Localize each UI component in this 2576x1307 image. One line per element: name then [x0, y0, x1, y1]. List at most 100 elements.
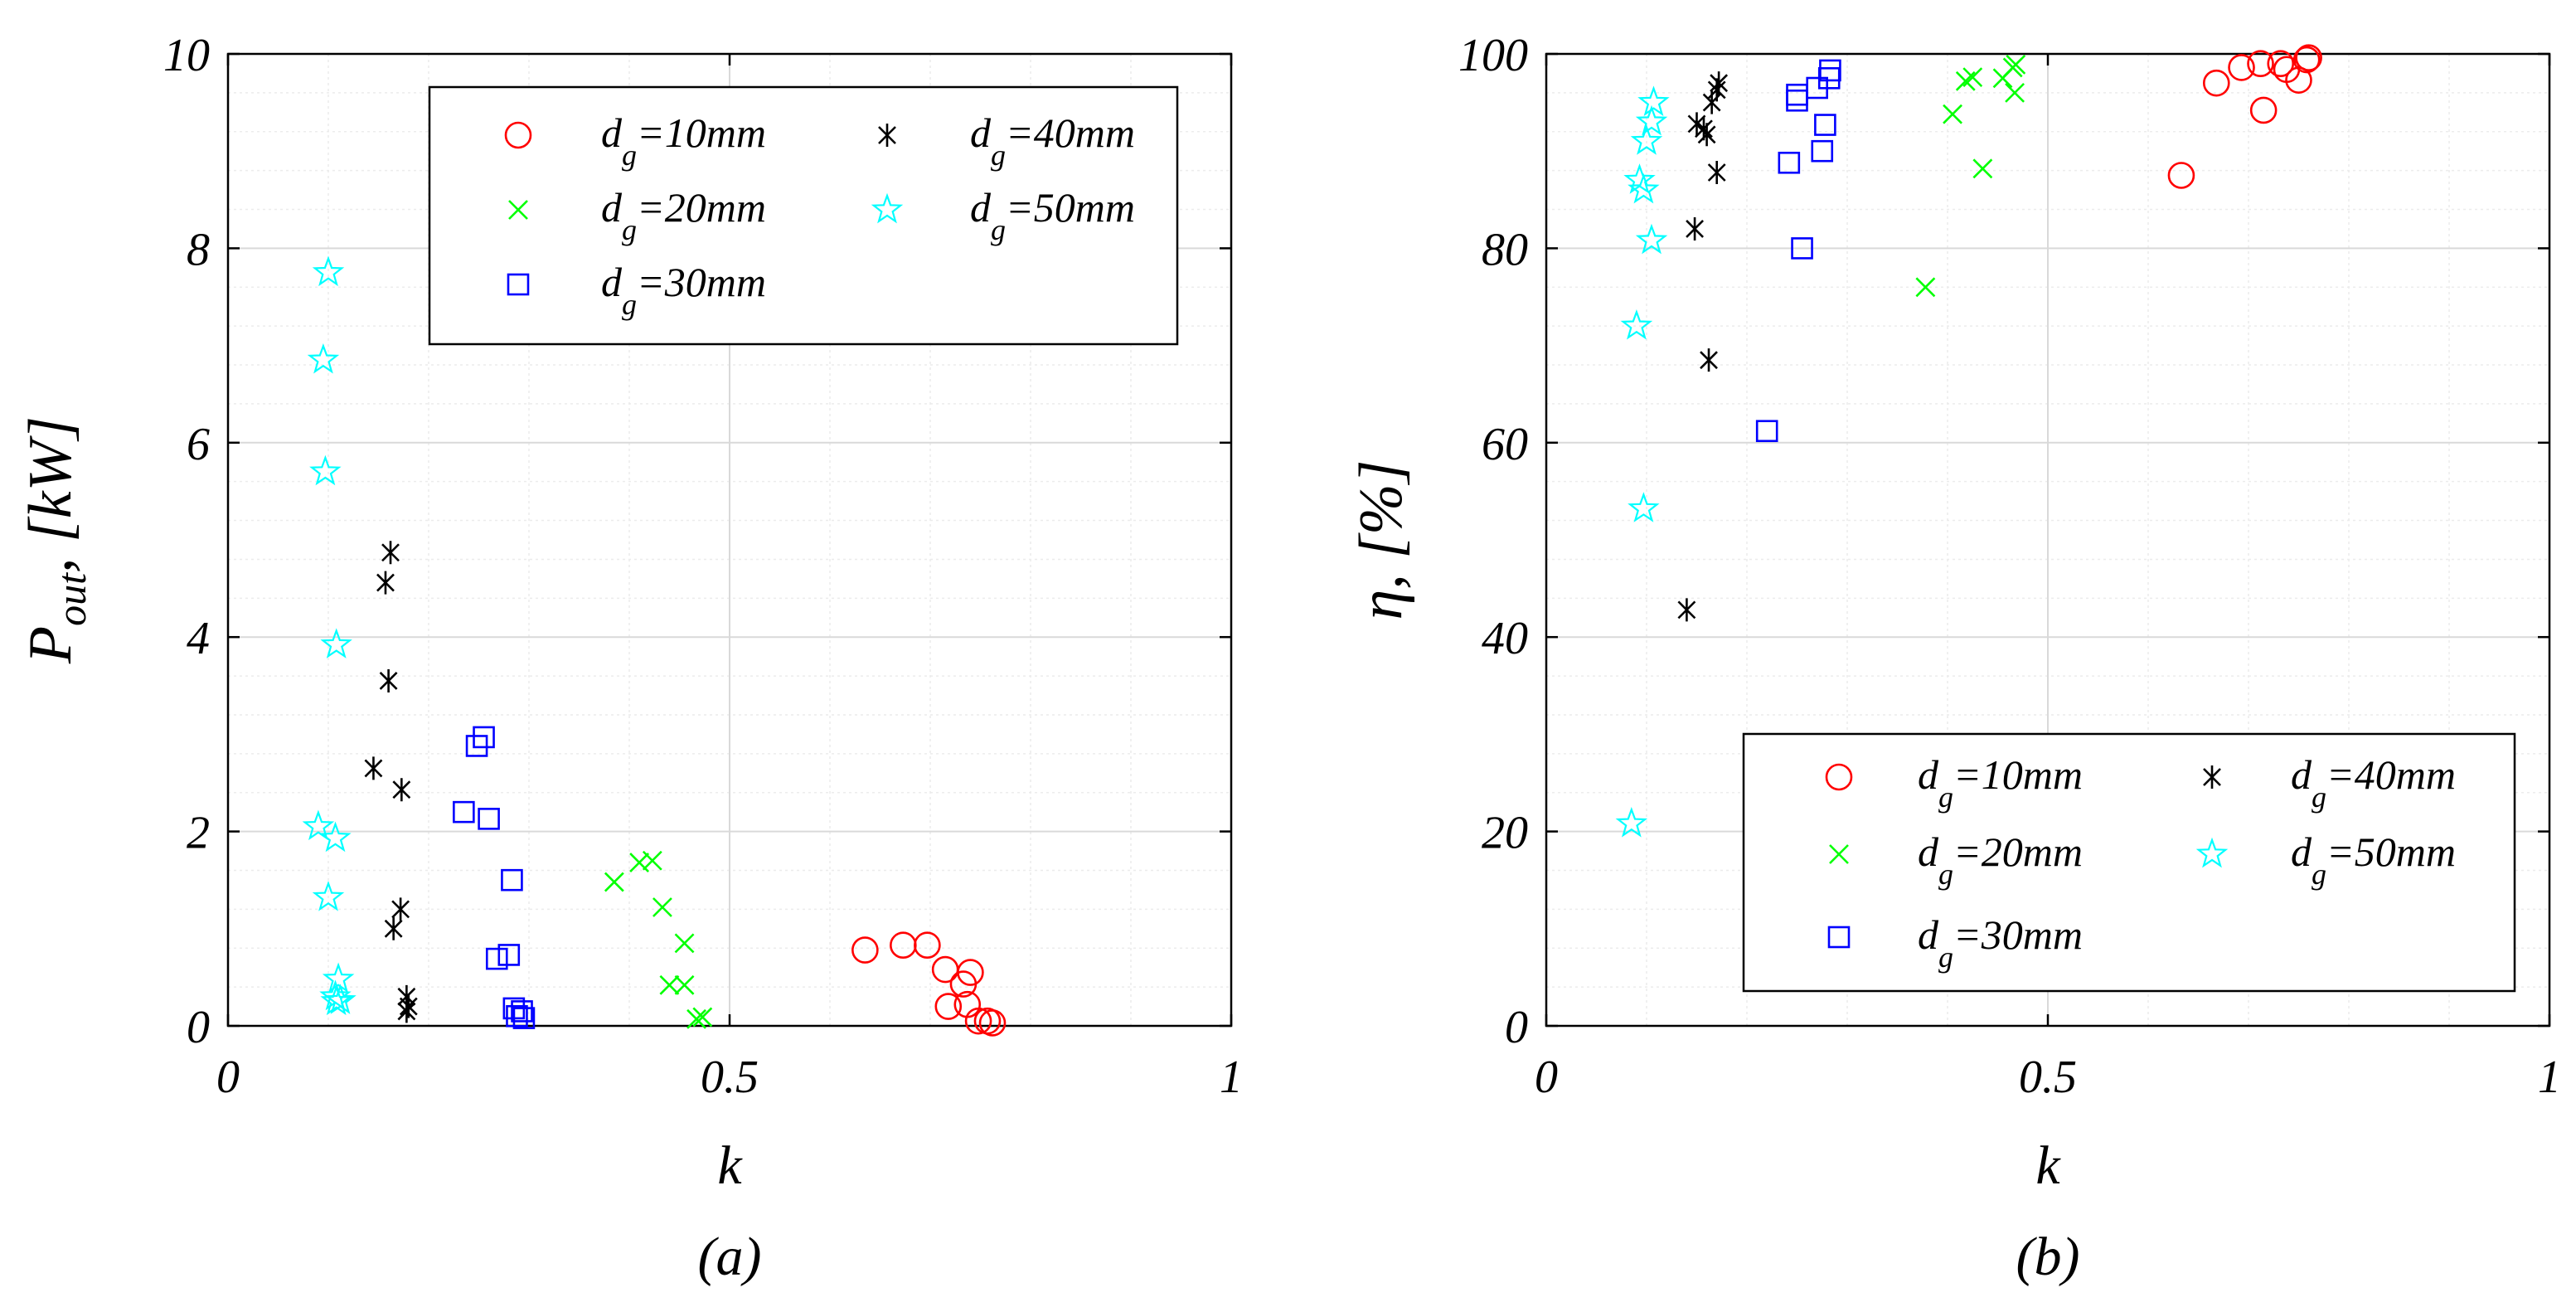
legend-box — [1742, 732, 2516, 993]
data-point — [511, 1000, 533, 1023]
data-point — [320, 984, 352, 1016]
series-d20 — [1915, 54, 2026, 298]
data-point — [319, 821, 352, 853]
data-point — [1943, 104, 1962, 124]
y-tick-label: 60 — [1482, 419, 1528, 470]
data-point — [1811, 139, 1834, 163]
series-d40 — [1677, 71, 1729, 622]
data-point — [604, 872, 624, 892]
data-point — [674, 933, 695, 954]
data-point — [1707, 160, 1726, 184]
x-tick-label: 0.5 — [2019, 1052, 2077, 1103]
legend-marker — [1829, 844, 1849, 864]
series-d10 — [2167, 44, 2322, 189]
legend-box — [428, 85, 1179, 346]
y-tick-label: 0 — [187, 1002, 210, 1053]
data-point — [686, 1008, 706, 1029]
data-point — [1710, 71, 1729, 95]
data-point — [914, 931, 941, 960]
y-tick-label: 40 — [1482, 613, 1528, 664]
chart-panel-b: 0 0.5 1 0 20 40 60 80 100 k (b) η, [%] dg=10mm dg=20m… — [1347, 30, 2561, 1287]
data-point — [851, 936, 879, 964]
legend-label: dg=10mm — [601, 109, 766, 172]
legend-entry: dg=30mm — [1827, 911, 2083, 974]
data-point — [376, 571, 395, 595]
data-point — [307, 343, 340, 374]
y-tick-label: 10 — [163, 30, 210, 81]
legend: dg=10mm dg=20mm dg=30mm dg=40mm dg=50mm — [1742, 732, 2516, 993]
data-point — [497, 944, 521, 966]
data-point — [957, 959, 984, 986]
data-point — [364, 756, 383, 780]
data-point — [473, 726, 495, 749]
data-point — [320, 628, 352, 658]
data-point — [1791, 237, 1813, 260]
data-point — [1755, 420, 1778, 443]
data-point — [1778, 151, 1801, 174]
legend: dg=10mm dg=20mm dg=30mm dg=40mm dg=50mm — [428, 85, 1179, 346]
data-point — [1615, 806, 1648, 838]
data-point — [1677, 598, 1696, 622]
data-point — [465, 735, 488, 757]
x-tick-label: 0 — [1535, 1052, 1558, 1103]
y-axis-label: Pout, [kW] — [17, 416, 95, 664]
data-point — [659, 974, 680, 995]
legend-label: dg=50mm — [970, 184, 1135, 246]
series-d10 — [851, 931, 1007, 1037]
legend-marker — [507, 273, 530, 296]
data-point — [1697, 123, 1716, 147]
data-point — [1628, 492, 1660, 522]
data-point — [2292, 46, 2321, 74]
legend-label: dg=40mm — [2291, 751, 2456, 814]
data-point — [1635, 223, 1668, 255]
data-point — [674, 974, 695, 995]
legend-marker — [2203, 765, 2221, 789]
data-point — [2202, 69, 2230, 97]
data-point — [322, 962, 355, 994]
data-point — [1962, 67, 1983, 88]
legend-entry: dg=30mm — [507, 259, 766, 321]
panel-caption: (b) — [2016, 1227, 2080, 1287]
legend-label: dg=30mm — [601, 259, 766, 321]
series-d40 — [364, 541, 418, 1023]
data-point — [934, 993, 963, 1020]
data-point — [312, 881, 345, 911]
x-tick-label: 1 — [1220, 1052, 1243, 1103]
legend-entry: dg=40mm — [878, 109, 1135, 172]
data-point — [692, 1007, 713, 1028]
data-point — [501, 868, 523, 892]
y-tick-label: 0 — [1505, 1002, 1528, 1053]
data-point — [2249, 96, 2278, 124]
data-point — [391, 897, 410, 921]
data-point — [978, 1009, 1007, 1037]
data-point — [453, 800, 475, 824]
series-d30 — [453, 726, 536, 1029]
panel-caption: (a) — [698, 1227, 762, 1287]
data-point — [1620, 309, 1653, 340]
data-point — [1628, 172, 1660, 204]
data-point — [1630, 124, 1663, 155]
legend-label: dg=30mm — [1918, 911, 2083, 974]
ticks: 0 0.5 1 0 20 40 60 80 100 — [1458, 30, 2561, 1103]
data-point — [506, 1004, 528, 1028]
series-d50 — [302, 255, 357, 1016]
legend-label: dg=10mm — [1918, 751, 2083, 814]
data-point — [2267, 50, 2295, 78]
data-point — [652, 897, 672, 917]
data-point — [512, 1007, 536, 1029]
x-tick-label: 1 — [2538, 1052, 2561, 1103]
data-point — [2285, 66, 2312, 94]
legend-label: dg=50mm — [2291, 828, 2456, 891]
x-axis-label: k — [2035, 1135, 2061, 1196]
legend-label: dg=40mm — [970, 109, 1135, 172]
y-tick-label: 8 — [187, 224, 210, 275]
data-point — [384, 916, 403, 940]
legend-marker — [1825, 763, 1853, 791]
legend-label: dg=20mm — [1918, 828, 2083, 891]
y-tick-label: 6 — [187, 419, 210, 470]
data-point — [964, 1007, 992, 1035]
data-point — [2167, 162, 2195, 189]
legend-entry: dg=20mm — [1829, 828, 2083, 891]
data-point — [312, 255, 345, 287]
